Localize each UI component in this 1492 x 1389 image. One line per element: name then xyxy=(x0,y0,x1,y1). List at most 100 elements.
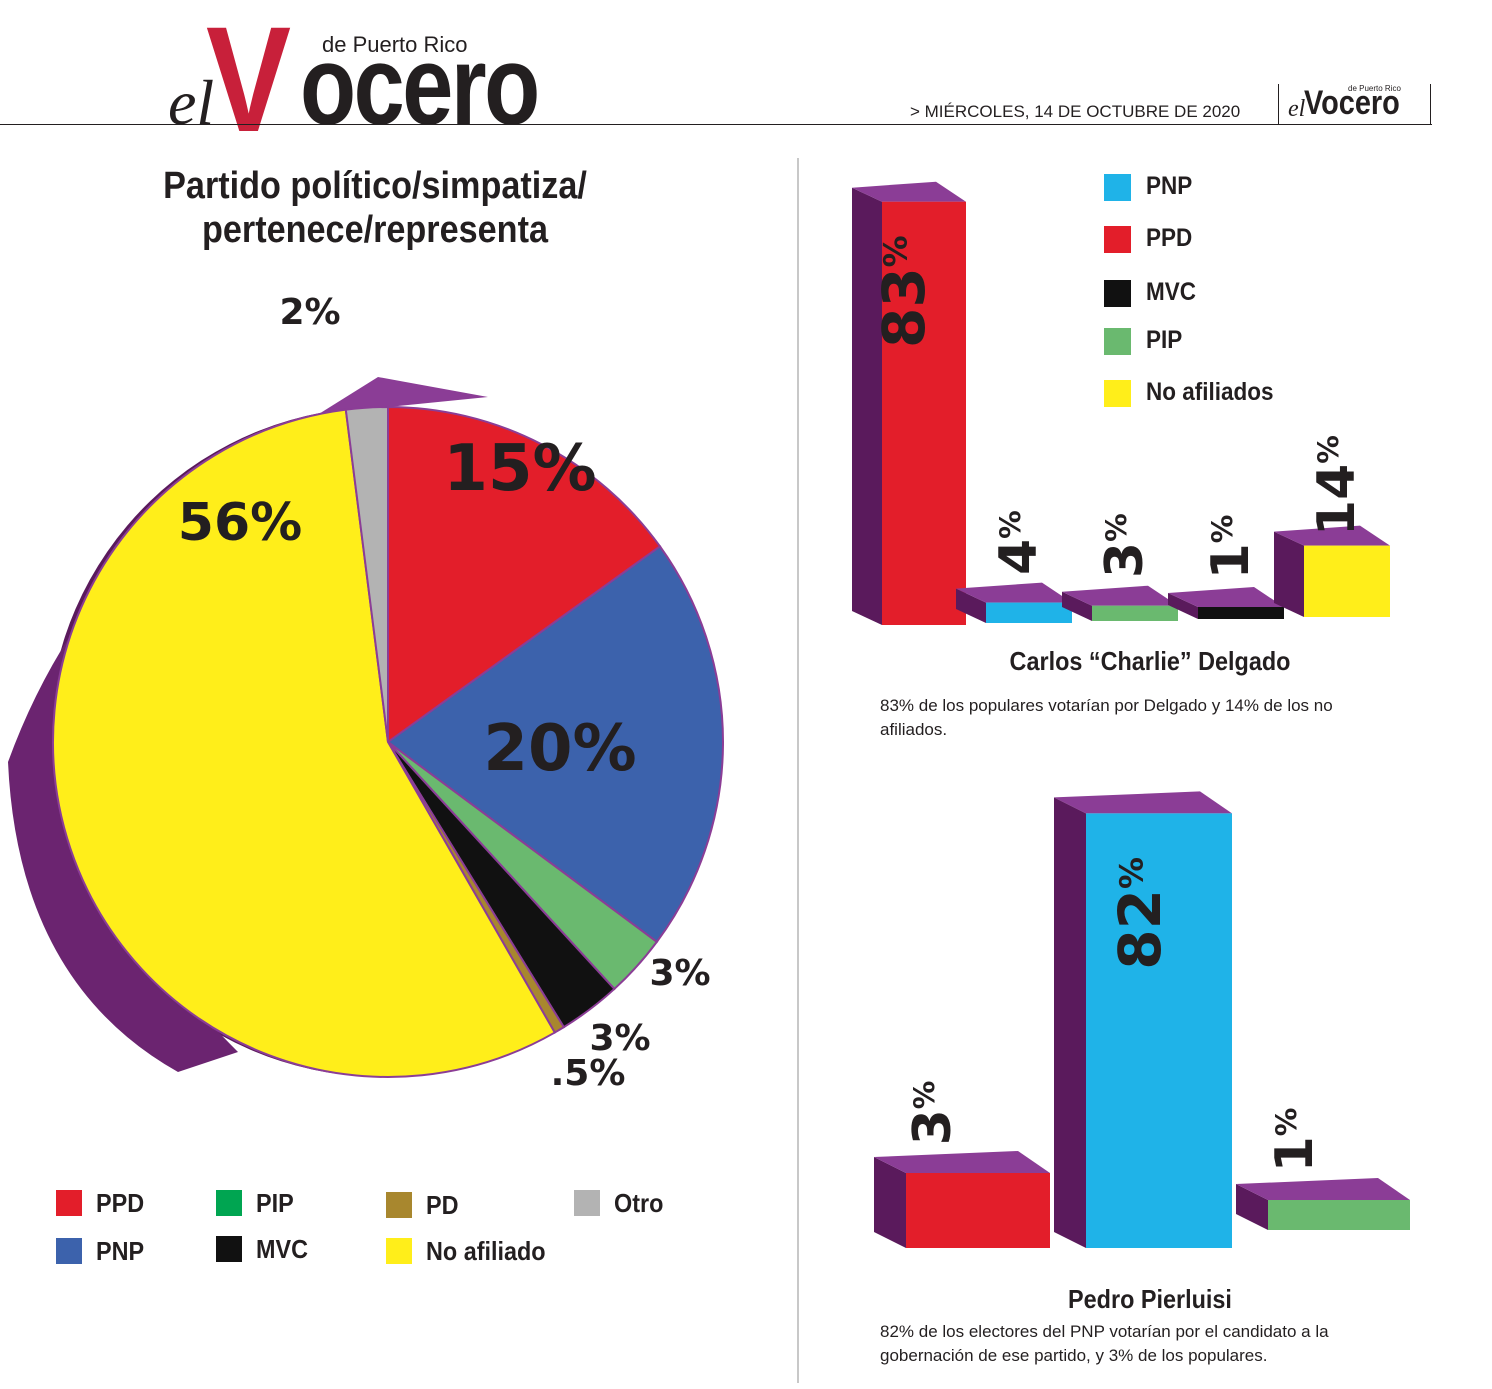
legend-label-mvc: MVC xyxy=(256,1234,309,1264)
bar-top-pip xyxy=(1236,1178,1410,1200)
bar-top-pnp xyxy=(1054,791,1232,814)
bar-side-pnp xyxy=(1054,797,1086,1248)
column-divider xyxy=(797,158,799,1383)
pie-chart: 15%20%3%3%.5%56%2% xyxy=(8,292,724,1094)
bar-top-mvc xyxy=(1168,587,1284,607)
bar-legend-label-pnp: PNP xyxy=(1146,172,1193,200)
legend-swatch-pip xyxy=(216,1190,242,1216)
bar-label-pnp: 4% xyxy=(989,510,1049,575)
pie-slice-ppd xyxy=(387,405,662,744)
pie-legend: PPD PIP PD Otro PNP MVC No afiliado xyxy=(56,1188,756,1280)
pie-slice-pnp xyxy=(386,544,724,944)
bar-label-ppd: 3% xyxy=(903,1081,963,1146)
mini-logo-vocero: Vocero xyxy=(1304,84,1400,122)
legend-label-pip: PIP xyxy=(256,1188,294,1218)
bar-label-mvc: 1% xyxy=(1201,515,1261,580)
bar-side-pip xyxy=(1236,1184,1268,1230)
legend-swatch-no-afiliado xyxy=(386,1238,412,1264)
bar-mvc xyxy=(1168,587,1284,619)
legend-swatch-otro xyxy=(574,1190,600,1216)
bar-top-pip xyxy=(1062,585,1178,606)
bar-no-afiliados xyxy=(1274,525,1390,617)
pie-title: Partido político/simpatiza/ pertenece/re… xyxy=(163,165,587,251)
bar-front-ppd xyxy=(906,1173,1050,1248)
bar-ppd xyxy=(874,1151,1050,1248)
bar-legend-swatch-no-afiliados xyxy=(1104,380,1131,407)
bar-label-pip: 3% xyxy=(1095,513,1155,578)
bar-ppd xyxy=(852,181,966,625)
bar-label-pnp: 82% xyxy=(1106,857,1174,970)
bar-legend-swatch-pip xyxy=(1104,328,1131,355)
bar-top-pnp xyxy=(956,582,1072,603)
legend-swatch-ppd xyxy=(56,1190,82,1216)
pie-label-pip: 3% xyxy=(649,953,710,994)
bar-pip xyxy=(1236,1178,1410,1230)
bar-label-ppd: 83% xyxy=(870,235,938,348)
bar-front-pip xyxy=(1092,605,1178,621)
bar-front-pnp xyxy=(986,602,1072,623)
bar-legend-label-ppd: PPD xyxy=(1146,224,1193,252)
svg-text:82%: 82% xyxy=(1106,857,1174,970)
logo-el: el xyxy=(168,67,215,138)
bar-pnp xyxy=(1054,791,1232,1248)
mini-logo-tagline: de Puerto Rico xyxy=(1348,84,1401,93)
pie-label-pd: .5% xyxy=(551,1053,626,1094)
svg-text:4%: 4% xyxy=(989,510,1049,575)
bar-front-pip xyxy=(1268,1200,1410,1230)
bar-chart-pierluisi: 3% 82% 1% xyxy=(874,791,1410,1248)
mini-logo-separator xyxy=(1278,84,1279,124)
bar-side-mvc xyxy=(1168,593,1198,619)
mini-logo: el Vocero de Puerto Rico xyxy=(1288,84,1428,124)
pie-rim-side xyxy=(8,427,343,1072)
bar-label-no-afiliados: 14% xyxy=(1307,435,1367,536)
legend-swatch-mvc xyxy=(216,1236,242,1262)
header-rule xyxy=(0,124,1432,125)
bar-legend-swatch-pnp xyxy=(1104,174,1131,201)
bar-legend-swatch-ppd xyxy=(1104,226,1131,253)
legend-label-otro: Otro xyxy=(614,1188,664,1218)
logo-tagline: de Puerto Rico xyxy=(322,32,468,57)
date-line: > MIÉRCOLES, 14 DE OCTUBRE DE 2020 xyxy=(910,102,1241,121)
svg-text:14%: 14% xyxy=(1307,435,1367,536)
bar-legend-delgado: PNP PPD MVC PIP No afiliados xyxy=(1104,172,1364,414)
bar-legend-swatch-mvc xyxy=(1104,280,1131,307)
legend-swatch-pd xyxy=(386,1192,412,1218)
pie-label-pnp: 20% xyxy=(483,712,636,786)
bar-top-no-afiliados xyxy=(1274,525,1390,546)
mini-logo-el: el xyxy=(1288,96,1306,122)
bar-front-pnp xyxy=(1086,813,1232,1248)
bar-side-no-afiliados xyxy=(1274,531,1304,617)
mini-logo-edge xyxy=(1430,84,1431,125)
bar-chart-delgado: 83% 4% 3% 1% 14% xyxy=(852,181,1390,625)
logo-v: V xyxy=(206,0,292,163)
bar-legend-label-mvc: MVC xyxy=(1146,278,1197,306)
bar-front-no-afiliados xyxy=(1304,545,1390,617)
bar-top-ppd xyxy=(852,181,966,202)
bar-top-ppd xyxy=(874,1151,1050,1173)
svg-text:83%: 83% xyxy=(870,235,938,348)
chart-title-pierluisi: Pedro Pierluisi xyxy=(1068,1284,1232,1314)
bar-pip xyxy=(1062,585,1178,621)
bar-side-pnp xyxy=(956,588,986,623)
pie-label-otro: 2% xyxy=(279,292,340,333)
legend-swatch-pnp xyxy=(56,1238,82,1264)
chart-title-delgado: Carlos “Charlie” Delgado xyxy=(1009,646,1291,676)
legend-label-pnp: PNP xyxy=(96,1236,145,1266)
bar-side-ppd xyxy=(874,1157,906,1248)
caption-pierluisi: 82% de los electores del PNP votarían po… xyxy=(880,1322,1329,1365)
svg-text:3%: 3% xyxy=(903,1081,963,1146)
bar-side-ppd xyxy=(852,187,882,625)
bar-front-mvc xyxy=(1198,607,1284,619)
legend-label-pd: PD xyxy=(426,1190,459,1220)
logo-ocero: ocero xyxy=(300,23,540,148)
legend-label-no-afiliado: No afiliado xyxy=(426,1236,546,1266)
svg-text:3%: 3% xyxy=(1095,513,1155,578)
pie-slice-otro xyxy=(344,405,389,743)
svg-text:1%: 1% xyxy=(1265,1108,1325,1173)
bar-pnp xyxy=(956,582,1072,623)
pie-slice-no-afiliado xyxy=(52,408,557,1078)
caption-delgado: 83% de los populares votarían por Delgad… xyxy=(880,696,1333,739)
pie-label-ppd: 15% xyxy=(443,432,596,506)
bar-legend-label-pip: PIP xyxy=(1146,326,1183,354)
pie-label-no-afiliado: 56% xyxy=(178,493,302,553)
